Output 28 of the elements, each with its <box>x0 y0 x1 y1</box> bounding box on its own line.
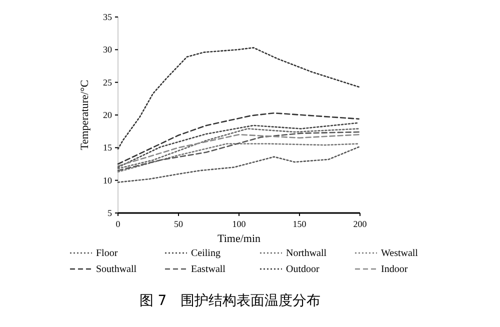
line-series <box>117 122 360 168</box>
y-tick-label: 20 <box>103 110 112 120</box>
legend-label: Northwall <box>286 248 327 259</box>
y-tick-label: 25 <box>103 77 112 88</box>
legend-label: Westwall <box>381 248 418 259</box>
legend-label: Floor <box>96 248 118 259</box>
x-tick-label: 150 <box>292 219 307 229</box>
y-tick-label: 5 <box>108 208 112 218</box>
text: 图 7 围护结构表面温度分布 <box>139 293 321 309</box>
y-tick-label: 30 <box>103 44 112 55</box>
line-series <box>117 112 360 165</box>
legend-label: Ceiling <box>191 248 220 259</box>
x-tick-label: 0 <box>116 219 121 229</box>
y-tick-label: 10 <box>103 175 112 186</box>
line-series <box>117 146 360 183</box>
y-tick-label: 15 <box>103 142 112 153</box>
line-series <box>117 47 360 150</box>
y-axis-title: Temperature/°C <box>79 80 91 150</box>
legend-label: Indoor <box>381 264 408 275</box>
line-series <box>117 143 360 172</box>
x-axis-title: Time/min <box>218 233 261 245</box>
x-tick-label: 100 <box>232 219 246 229</box>
legend-label: Southwall <box>96 264 137 275</box>
legend-label: Eastwall <box>191 264 226 275</box>
x-tick-label: 200 <box>353 219 368 229</box>
legend-label: Outdoor <box>286 264 320 275</box>
x-tick-label: 50 <box>174 219 184 229</box>
y-tick-label: 35 <box>103 12 112 22</box>
